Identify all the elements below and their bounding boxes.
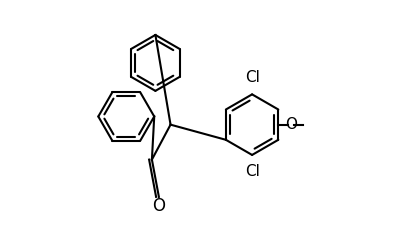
Text: O: O [152,197,165,215]
Text: O: O [285,117,297,132]
Text: Cl: Cl [245,70,259,85]
Text: Cl: Cl [245,164,259,179]
